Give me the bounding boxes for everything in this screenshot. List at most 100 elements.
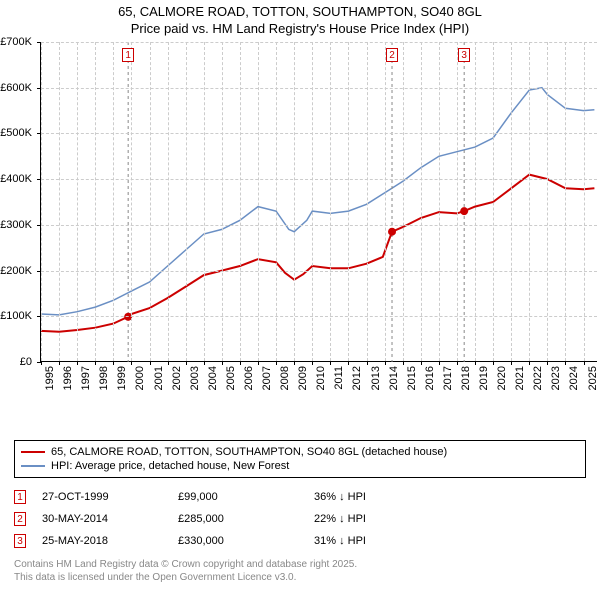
gridline-h [41, 316, 597, 317]
x-tick-label: 2011 [333, 366, 345, 390]
gridline-v [222, 42, 223, 361]
legend: 65, CALMORE ROAD, TOTTON, SOUTHAMPTON, S… [14, 440, 586, 478]
sale-date: 25-MAY-2018 [42, 535, 162, 547]
gridline-v [240, 42, 241, 361]
gridline-v [41, 42, 42, 361]
legend-label: 65, CALMORE ROAD, TOTTON, SOUTHAMPTON, S… [51, 446, 447, 458]
x-tick-label: 2018 [460, 366, 472, 390]
sale-price: £99,000 [178, 491, 298, 503]
x-tick-label: 2020 [496, 366, 508, 390]
legend-row: 65, CALMORE ROAD, TOTTON, SOUTHAMPTON, S… [21, 445, 579, 459]
gridline-v [584, 42, 585, 361]
x-tick-label: 1999 [116, 366, 128, 390]
x-tick-label: 2023 [550, 366, 562, 390]
x-tick-label: 1997 [80, 366, 92, 390]
x-tick-label: 2002 [171, 366, 183, 390]
gridline-v [294, 42, 295, 361]
gridline-h [41, 225, 597, 226]
sale-dot [460, 207, 468, 215]
x-tick-label: 2022 [532, 366, 544, 390]
sale-marker: 1 [14, 490, 26, 504]
gridline-v [421, 42, 422, 361]
gridline-v [439, 42, 440, 361]
gridline-v [547, 42, 548, 361]
gridline-v [493, 42, 494, 361]
x-tick-label: 2013 [370, 366, 382, 390]
y-tick-label: £300K [0, 219, 32, 231]
x-tick-label: 2004 [207, 366, 219, 390]
gridline-v [475, 42, 476, 361]
y-tick-label: £400K [0, 173, 32, 185]
x-tick-label: 2021 [514, 366, 526, 390]
gridline-v [186, 42, 187, 361]
footer-line-2: This data is licensed under the Open Gov… [14, 571, 357, 584]
gridline-v [95, 42, 96, 361]
x-tick-label: 2015 [406, 366, 418, 390]
x-tick-label: 2014 [388, 366, 400, 390]
y-tick-label: £0 [20, 356, 32, 368]
x-tick-label: 2024 [568, 366, 580, 390]
chart-area: £0£100K£200K£300K£400K£500K£600K£700K 12… [0, 42, 600, 400]
sale-marker-box: 1 [122, 48, 134, 62]
x-tick-label: 2016 [424, 366, 436, 390]
plot-area: 1 2 3 [40, 42, 597, 362]
sale-marker: 3 [14, 534, 26, 548]
sales-row: 230-MAY-2014£285,00022% ↓ HPI [14, 508, 586, 530]
title-line-2: Price paid vs. HM Land Registry's House … [0, 21, 600, 38]
gridline-v [113, 42, 114, 361]
gridline-v [168, 42, 169, 361]
footer: Contains HM Land Registry data © Crown c… [14, 558, 357, 584]
gridline-v [529, 42, 530, 361]
x-tick-label: 2017 [442, 366, 454, 390]
y-tick-label: £700K [0, 36, 32, 48]
x-tick-label: 2007 [261, 366, 273, 390]
sale-price: £285,000 [178, 513, 298, 525]
gridline-h [41, 271, 597, 272]
gridline-v [511, 42, 512, 361]
x-tick-label: 1996 [62, 366, 74, 390]
chart-svg [41, 42, 597, 361]
x-tick-label: 2019 [478, 366, 490, 390]
legend-label: HPI: Average price, detached house, New … [51, 460, 289, 472]
sale-marker: 2 [14, 512, 26, 526]
gridline-h [41, 42, 597, 43]
y-axis-labels: £0£100K£200K£300K£400K£500K£600K£700K [0, 42, 36, 362]
gridline-v [276, 42, 277, 361]
gridline-v [457, 42, 458, 361]
x-tick-label: 1998 [98, 366, 110, 390]
y-tick-label: £200K [0, 265, 32, 277]
y-tick-label: £500K [0, 127, 32, 139]
gridline-v [150, 42, 151, 361]
gridline-v [258, 42, 259, 361]
gridline-v [565, 42, 566, 361]
x-tick-label: 2005 [225, 366, 237, 390]
chart-title-block: 65, CALMORE ROAD, TOTTON, SOUTHAMPTON, S… [0, 0, 600, 40]
gridline-v [204, 42, 205, 361]
y-tick-label: £600K [0, 82, 32, 94]
sale-diff: 36% ↓ HPI [314, 491, 586, 503]
x-tick-label: 2009 [297, 366, 309, 390]
legend-swatch [21, 465, 45, 467]
sale-marker-box: 3 [458, 48, 470, 62]
gridline-h [41, 88, 597, 89]
gridline-v [348, 42, 349, 361]
gridline-v [59, 42, 60, 361]
gridline-v [385, 42, 386, 361]
x-tick-label: 2010 [315, 366, 327, 390]
y-tick-label: £100K [0, 310, 32, 322]
title-line-1: 65, CALMORE ROAD, TOTTON, SOUTHAMPTON, S… [0, 4, 600, 21]
sale-date: 27-OCT-1999 [42, 491, 162, 503]
gridline-v [131, 42, 132, 361]
sale-date: 30-MAY-2014 [42, 513, 162, 525]
x-tick-label: 2000 [134, 366, 146, 390]
x-tick-label: 2003 [189, 366, 201, 390]
sale-marker-box: 2 [386, 48, 398, 62]
sale-diff: 31% ↓ HPI [314, 535, 586, 547]
gridline-v [403, 42, 404, 361]
gridline-v [312, 42, 313, 361]
legend-row: HPI: Average price, detached house, New … [21, 459, 579, 473]
gridline-v [367, 42, 368, 361]
x-tick-label: 2025 [587, 366, 599, 390]
gridline-h [41, 179, 597, 180]
sales-row: 325-MAY-2018£330,00031% ↓ HPI [14, 530, 586, 552]
